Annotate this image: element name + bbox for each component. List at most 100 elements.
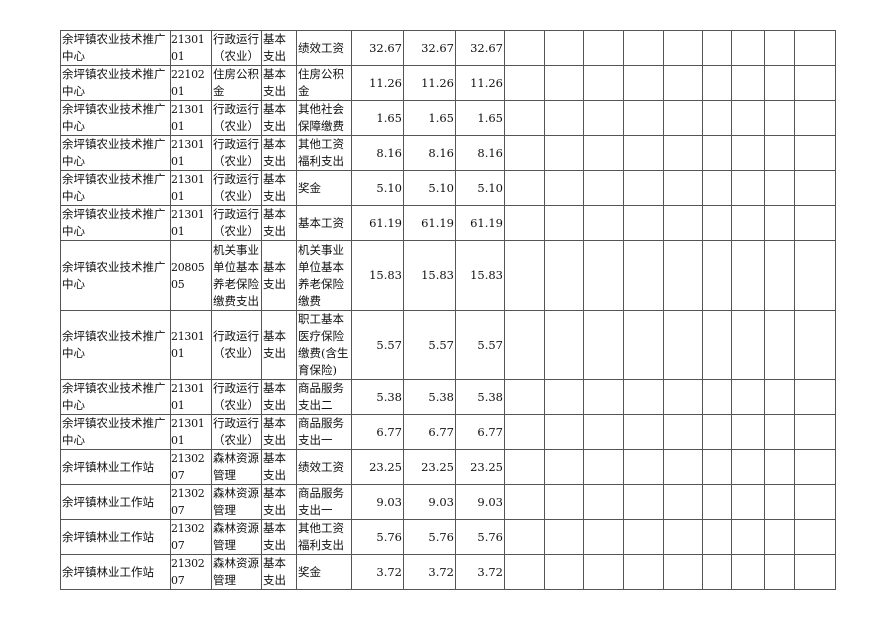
table-row: 余坪镇林业工作站 2130207 森林资源管理 基本支出 绩效工资 23.25 23.25 2… [60,449,836,485]
empty-cell [663,170,703,206]
empty-cell [663,135,703,171]
value-cell: 23.25 [455,449,505,485]
empty-cell [583,414,624,450]
function-cell: 行政运行（农业） [211,205,262,241]
type-cell: 基本支出 [261,414,297,450]
code-cell: 2130101 [170,135,212,171]
empty-cell [583,30,624,66]
empty-cell [702,379,732,415]
value-cell: 5.38 [403,379,456,415]
empty-cell [544,65,584,101]
empty-cell [702,100,732,136]
value-cell: 5.76 [351,519,404,555]
value-cell: 5.57 [351,310,404,380]
value-cell: 3.72 [351,554,404,590]
unit-cell: 余坪镇林业工作站 [60,519,171,555]
unit-cell: 余坪镇农业技术推广中心 [60,379,171,415]
empty-cell [663,205,703,241]
empty-cell [764,414,795,450]
value-cell: 5.57 [455,310,505,380]
empty-cell [731,100,765,136]
value-cell: 8.16 [403,135,456,171]
empty-cell [731,414,765,450]
type-cell: 基本支出 [261,170,297,206]
empty-cell [731,65,765,101]
empty-cell [544,170,584,206]
empty-cell [794,310,836,380]
table-row: 余坪镇林业工作站 2130207 森林资源管理 基本支出 其他工资福利支出 5.76 5.7… [60,519,836,555]
empty-cell [544,135,584,171]
code-cell: 2130207 [170,554,212,590]
empty-cell [702,554,732,590]
code-cell: 2130101 [170,379,212,415]
empty-cell [764,100,795,136]
empty-cell [504,30,545,66]
empty-cell [794,205,836,241]
value-cell: 5.38 [351,379,404,415]
empty-cell [731,240,765,311]
empty-cell [583,205,624,241]
value-cell: 32.67 [403,30,456,66]
value-cell: 5.76 [455,519,505,555]
empty-cell [504,65,545,101]
empty-cell [731,484,765,520]
empty-cell [731,170,765,206]
value-cell: 6.77 [403,414,456,450]
code-cell: 2130101 [170,414,212,450]
value-cell: 11.26 [403,65,456,101]
empty-cell [504,100,545,136]
function-cell: 行政运行（农业） [211,414,262,450]
empty-cell [764,519,795,555]
empty-cell [544,100,584,136]
empty-cell [702,310,732,380]
budget-table: 余坪镇农业技术推广中心 2130101 行政运行（农业） 基本支出 绩效工资 32.67 3… [60,30,836,590]
value-cell: 6.77 [351,414,404,450]
function-cell: 森林资源管理 [211,519,262,555]
empty-cell [702,65,732,101]
table-row: 余坪镇林业工作站 2130207 森林资源管理 基本支出 奖金 3.72 3.72 3.72 [60,554,836,590]
empty-cell [504,554,545,590]
empty-cell [702,135,732,171]
table-row: 余坪镇农业技术推广中心 2130101 行政运行（农业） 基本支出 奖金 5.10 5.10… [60,170,836,206]
function-cell: 机关事业单位基本养老保险缴费支出 [211,240,262,311]
empty-cell [623,170,664,206]
type-cell: 基本支出 [261,30,297,66]
table-row: 余坪镇农业技术推广中心 2130101 行政运行（农业） 基本支出 其他工资福利支出 8.… [60,135,836,171]
empty-cell [504,135,545,171]
unit-cell: 余坪镇农业技术推广中心 [60,170,171,206]
table-row: 余坪镇农业技术推广中心 2210201 住房公积金 基本支出 住房公积金 11.26 11.… [60,65,836,101]
value-cell: 23.25 [351,449,404,485]
table-row: 余坪镇农业技术推广中心 2130101 行政运行（农业） 基本支出 职工基本医疗保险缴费… [60,310,836,380]
value-cell: 61.19 [351,205,404,241]
value-cell: 23.25 [403,449,456,485]
item-cell: 绩效工资 [296,30,352,66]
empty-cell [583,449,624,485]
empty-cell [544,554,584,590]
type-cell: 基本支出 [261,449,297,485]
function-cell: 行政运行（农业） [211,379,262,415]
item-cell: 职工基本医疗保险缴费(含生育保险) [296,310,352,380]
code-cell: 2210201 [170,65,212,101]
value-cell: 15.83 [403,240,456,311]
empty-cell [544,205,584,241]
type-cell: 基本支出 [261,240,297,311]
empty-cell [583,135,624,171]
function-cell: 行政运行（农业） [211,310,262,380]
item-cell: 奖金 [296,554,352,590]
item-cell: 其他工资福利支出 [296,519,352,555]
empty-cell [794,65,836,101]
empty-cell [623,135,664,171]
value-cell: 8.16 [455,135,505,171]
value-cell: 5.10 [455,170,505,206]
value-cell: 5.76 [403,519,456,555]
empty-cell [623,65,664,101]
empty-cell [731,449,765,485]
item-cell: 商品服务支出一 [296,414,352,450]
type-cell: 基本支出 [261,65,297,101]
empty-cell [623,205,664,241]
empty-cell [544,379,584,415]
item-cell: 机关事业单位基本养老保险缴费 [296,240,352,311]
unit-cell: 余坪镇农业技术推广中心 [60,100,171,136]
empty-cell [663,30,703,66]
item-cell: 基本工资 [296,205,352,241]
